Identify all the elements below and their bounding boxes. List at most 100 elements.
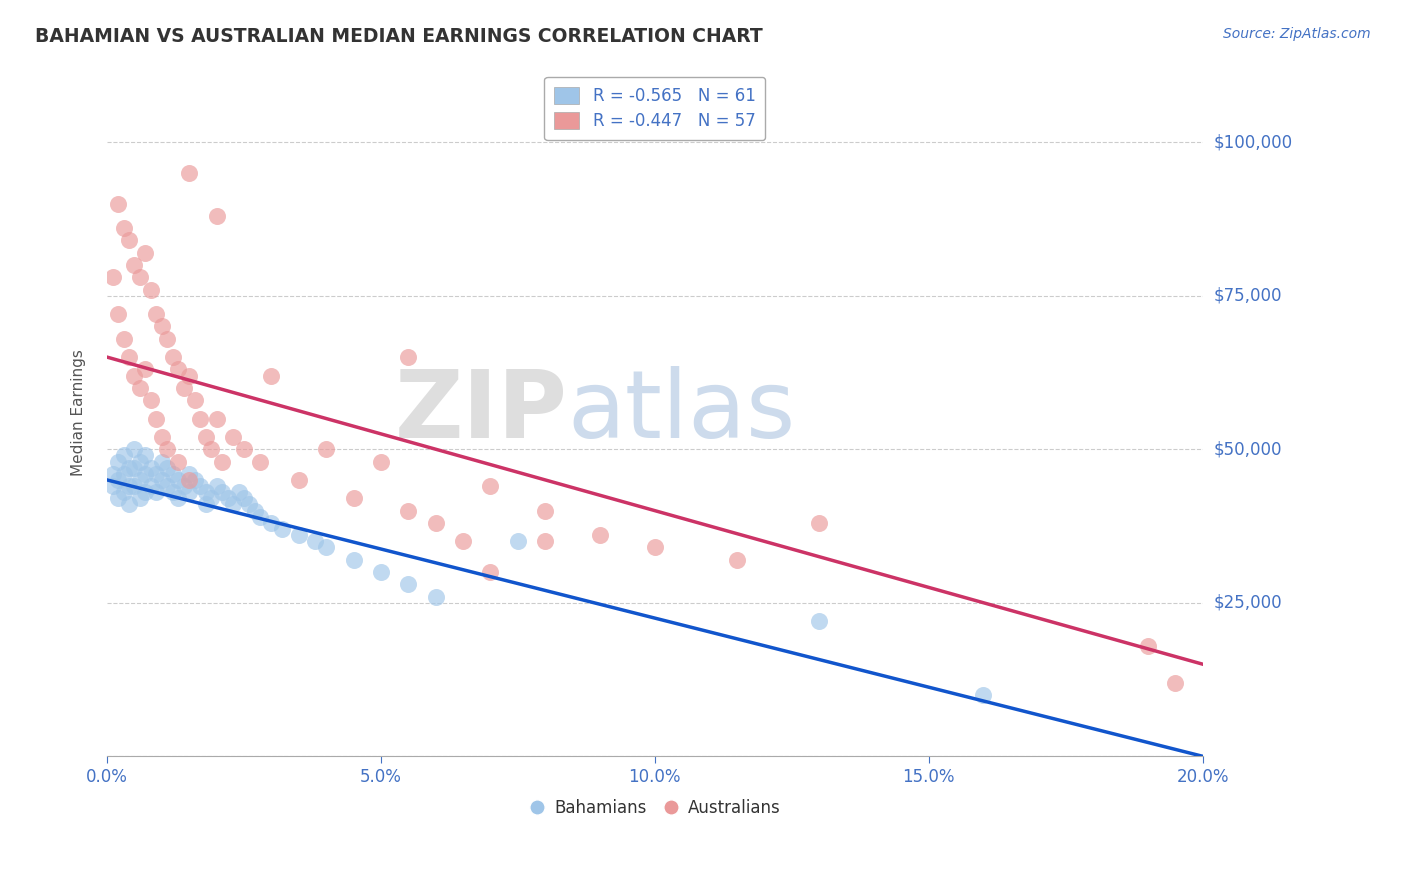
Point [183,473,205,487]
Point [124,442,146,457]
Point [150,454,173,468]
Point [150,319,173,334]
Point [145,411,167,425]
Point [396,577,419,591]
Point [396,350,419,364]
Point [205,479,228,493]
Point [271,522,294,536]
Legend: Bahamians, Australians: Bahamians, Australians [522,792,787,823]
Point [188,479,211,493]
Point [222,498,245,512]
Point [194,485,217,500]
Point [179,485,201,500]
Point [124,368,146,383]
Point [725,553,748,567]
Point [211,485,233,500]
Point [162,467,184,481]
Point [129,454,152,468]
Point [288,473,311,487]
Point [179,467,201,481]
Point [200,442,222,457]
Point [101,270,124,285]
Point [194,430,217,444]
Point [173,479,195,493]
Point [139,283,162,297]
Point [304,534,326,549]
Text: atlas: atlas [567,367,796,458]
Point [134,245,156,260]
Point [205,411,228,425]
Point [124,258,146,272]
Point [1136,639,1159,653]
Point [534,534,557,549]
Point [173,381,195,395]
Point [179,166,201,180]
Text: Source: ZipAtlas.com: Source: ZipAtlas.com [1223,27,1371,41]
Point [129,270,152,285]
Point [179,473,201,487]
Point [183,393,205,408]
Point [260,368,283,383]
Point [162,350,184,364]
Point [188,411,211,425]
Point [118,234,141,248]
Text: $25,000: $25,000 [1213,594,1282,612]
Point [107,307,129,321]
Point [156,460,179,475]
Point [451,534,474,549]
Point [156,442,179,457]
Point [200,491,222,506]
Point [370,454,392,468]
Point [150,430,173,444]
Point [396,503,419,517]
Point [134,485,156,500]
Point [589,528,612,542]
Text: ZIP: ZIP [394,367,567,458]
Point [167,491,190,506]
Point [129,491,152,506]
Text: $75,000: $75,000 [1213,286,1282,305]
Point [167,473,190,487]
Point [145,467,167,481]
Point [101,479,124,493]
Point [156,332,179,346]
Point [179,368,201,383]
Point [233,491,256,506]
Point [145,307,167,321]
Point [1164,675,1187,690]
Point [134,362,156,376]
Point [534,503,557,517]
Point [139,479,162,493]
Point [134,467,156,481]
Point [288,528,311,542]
Point [118,350,141,364]
Point [315,442,337,457]
Point [112,221,135,235]
Point [112,467,135,481]
Point [506,534,529,549]
Point [129,473,152,487]
Point [249,509,271,524]
Text: $50,000: $50,000 [1213,441,1282,458]
Point [112,449,135,463]
Point [479,479,502,493]
Point [425,590,447,604]
Point [112,485,135,500]
Point [479,565,502,579]
Y-axis label: Median Earnings: Median Earnings [72,349,86,475]
Point [243,503,266,517]
Text: $100,000: $100,000 [1213,133,1292,152]
Point [139,460,162,475]
Point [205,209,228,223]
Point [124,460,146,475]
Point [217,491,239,506]
Point [972,688,994,702]
Point [162,485,184,500]
Point [107,491,129,506]
Point [238,498,260,512]
Point [808,614,831,628]
Point [222,430,245,444]
Point [118,479,141,493]
Point [129,381,152,395]
Point [644,541,666,555]
